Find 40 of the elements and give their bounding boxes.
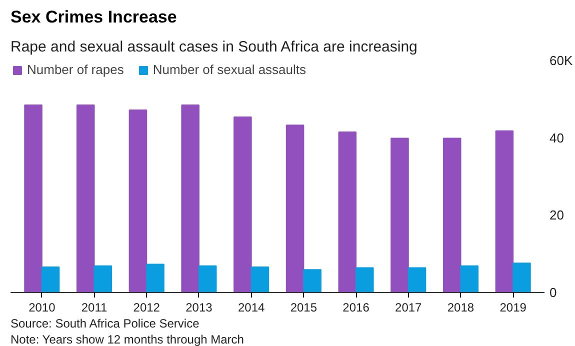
bar [460,265,479,292]
x-tick-label: 2019 [500,300,527,314]
x-tick-label: 2016 [342,300,370,314]
bar [408,267,426,292]
y-tick-label: 20 [550,208,564,223]
bar [250,266,270,292]
bar [181,104,200,292]
bar [495,130,514,292]
x-tick-label: 2013 [186,300,213,314]
x-tick-label: 2015 [290,300,318,314]
x-tick-label: 2012 [133,300,160,314]
y-tick-label: 60K [550,53,573,68]
bar [390,138,409,292]
x-tick-label: 2010 [28,300,56,314]
x-tick-label: 2014 [238,300,265,314]
bar [512,262,531,292]
bar [128,109,148,292]
bar [356,267,374,292]
bar [76,104,95,292]
bar [24,104,42,292]
legend-label: Number of sexual assaults [152,62,306,77]
bar [146,264,164,292]
bar [286,124,304,292]
bar [303,269,322,292]
x-tick-label: 2018 [447,300,474,314]
x-tick-label: 2017 [395,300,422,314]
legend-label: Number of rapes [27,62,124,77]
source-note: Source: South Africa Police Service [10,316,200,330]
chart-title: Sex Crimes Increase [10,8,177,26]
bar [41,266,60,292]
y-tick-label: 40 [550,130,564,146]
bar [338,132,357,292]
text: Note: Years show 12 months through March [10,332,244,346]
x-tick-label: 2011 [81,300,108,314]
bar [234,116,252,292]
bar [94,265,112,292]
chart-subtitle: Rape and sexual assault cases in South Africa are increasing [10,38,418,56]
y-tick-label: 0 [550,285,557,300]
bar [198,265,217,292]
bar [442,138,462,292]
